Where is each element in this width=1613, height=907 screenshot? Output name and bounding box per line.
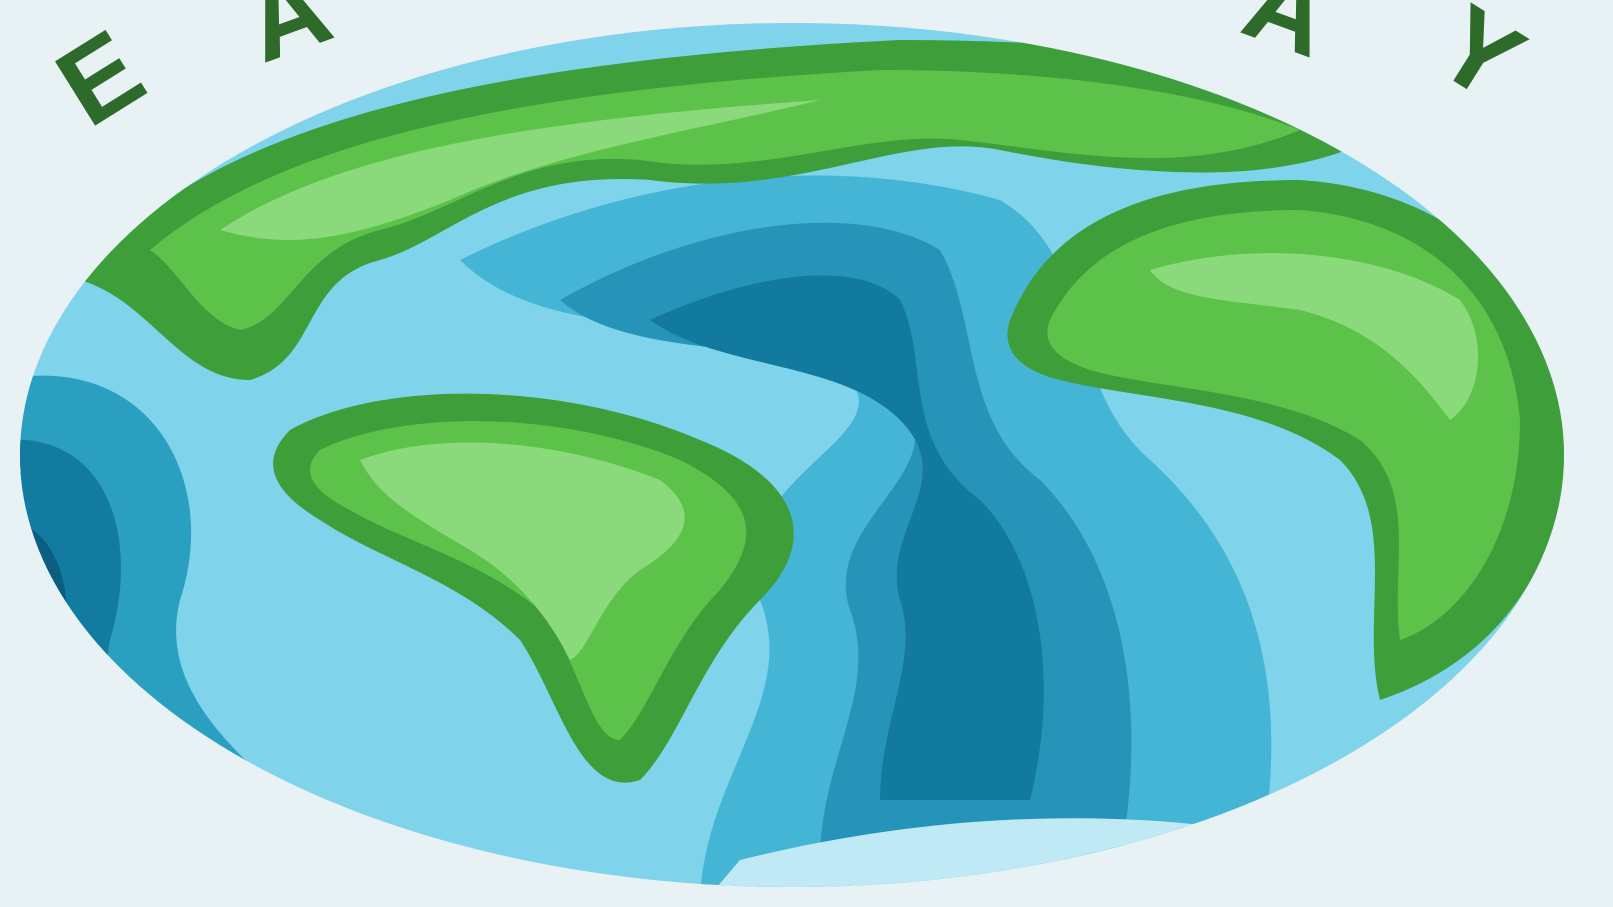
earth-day-illustration: E A A Y xyxy=(20,0,1564,887)
